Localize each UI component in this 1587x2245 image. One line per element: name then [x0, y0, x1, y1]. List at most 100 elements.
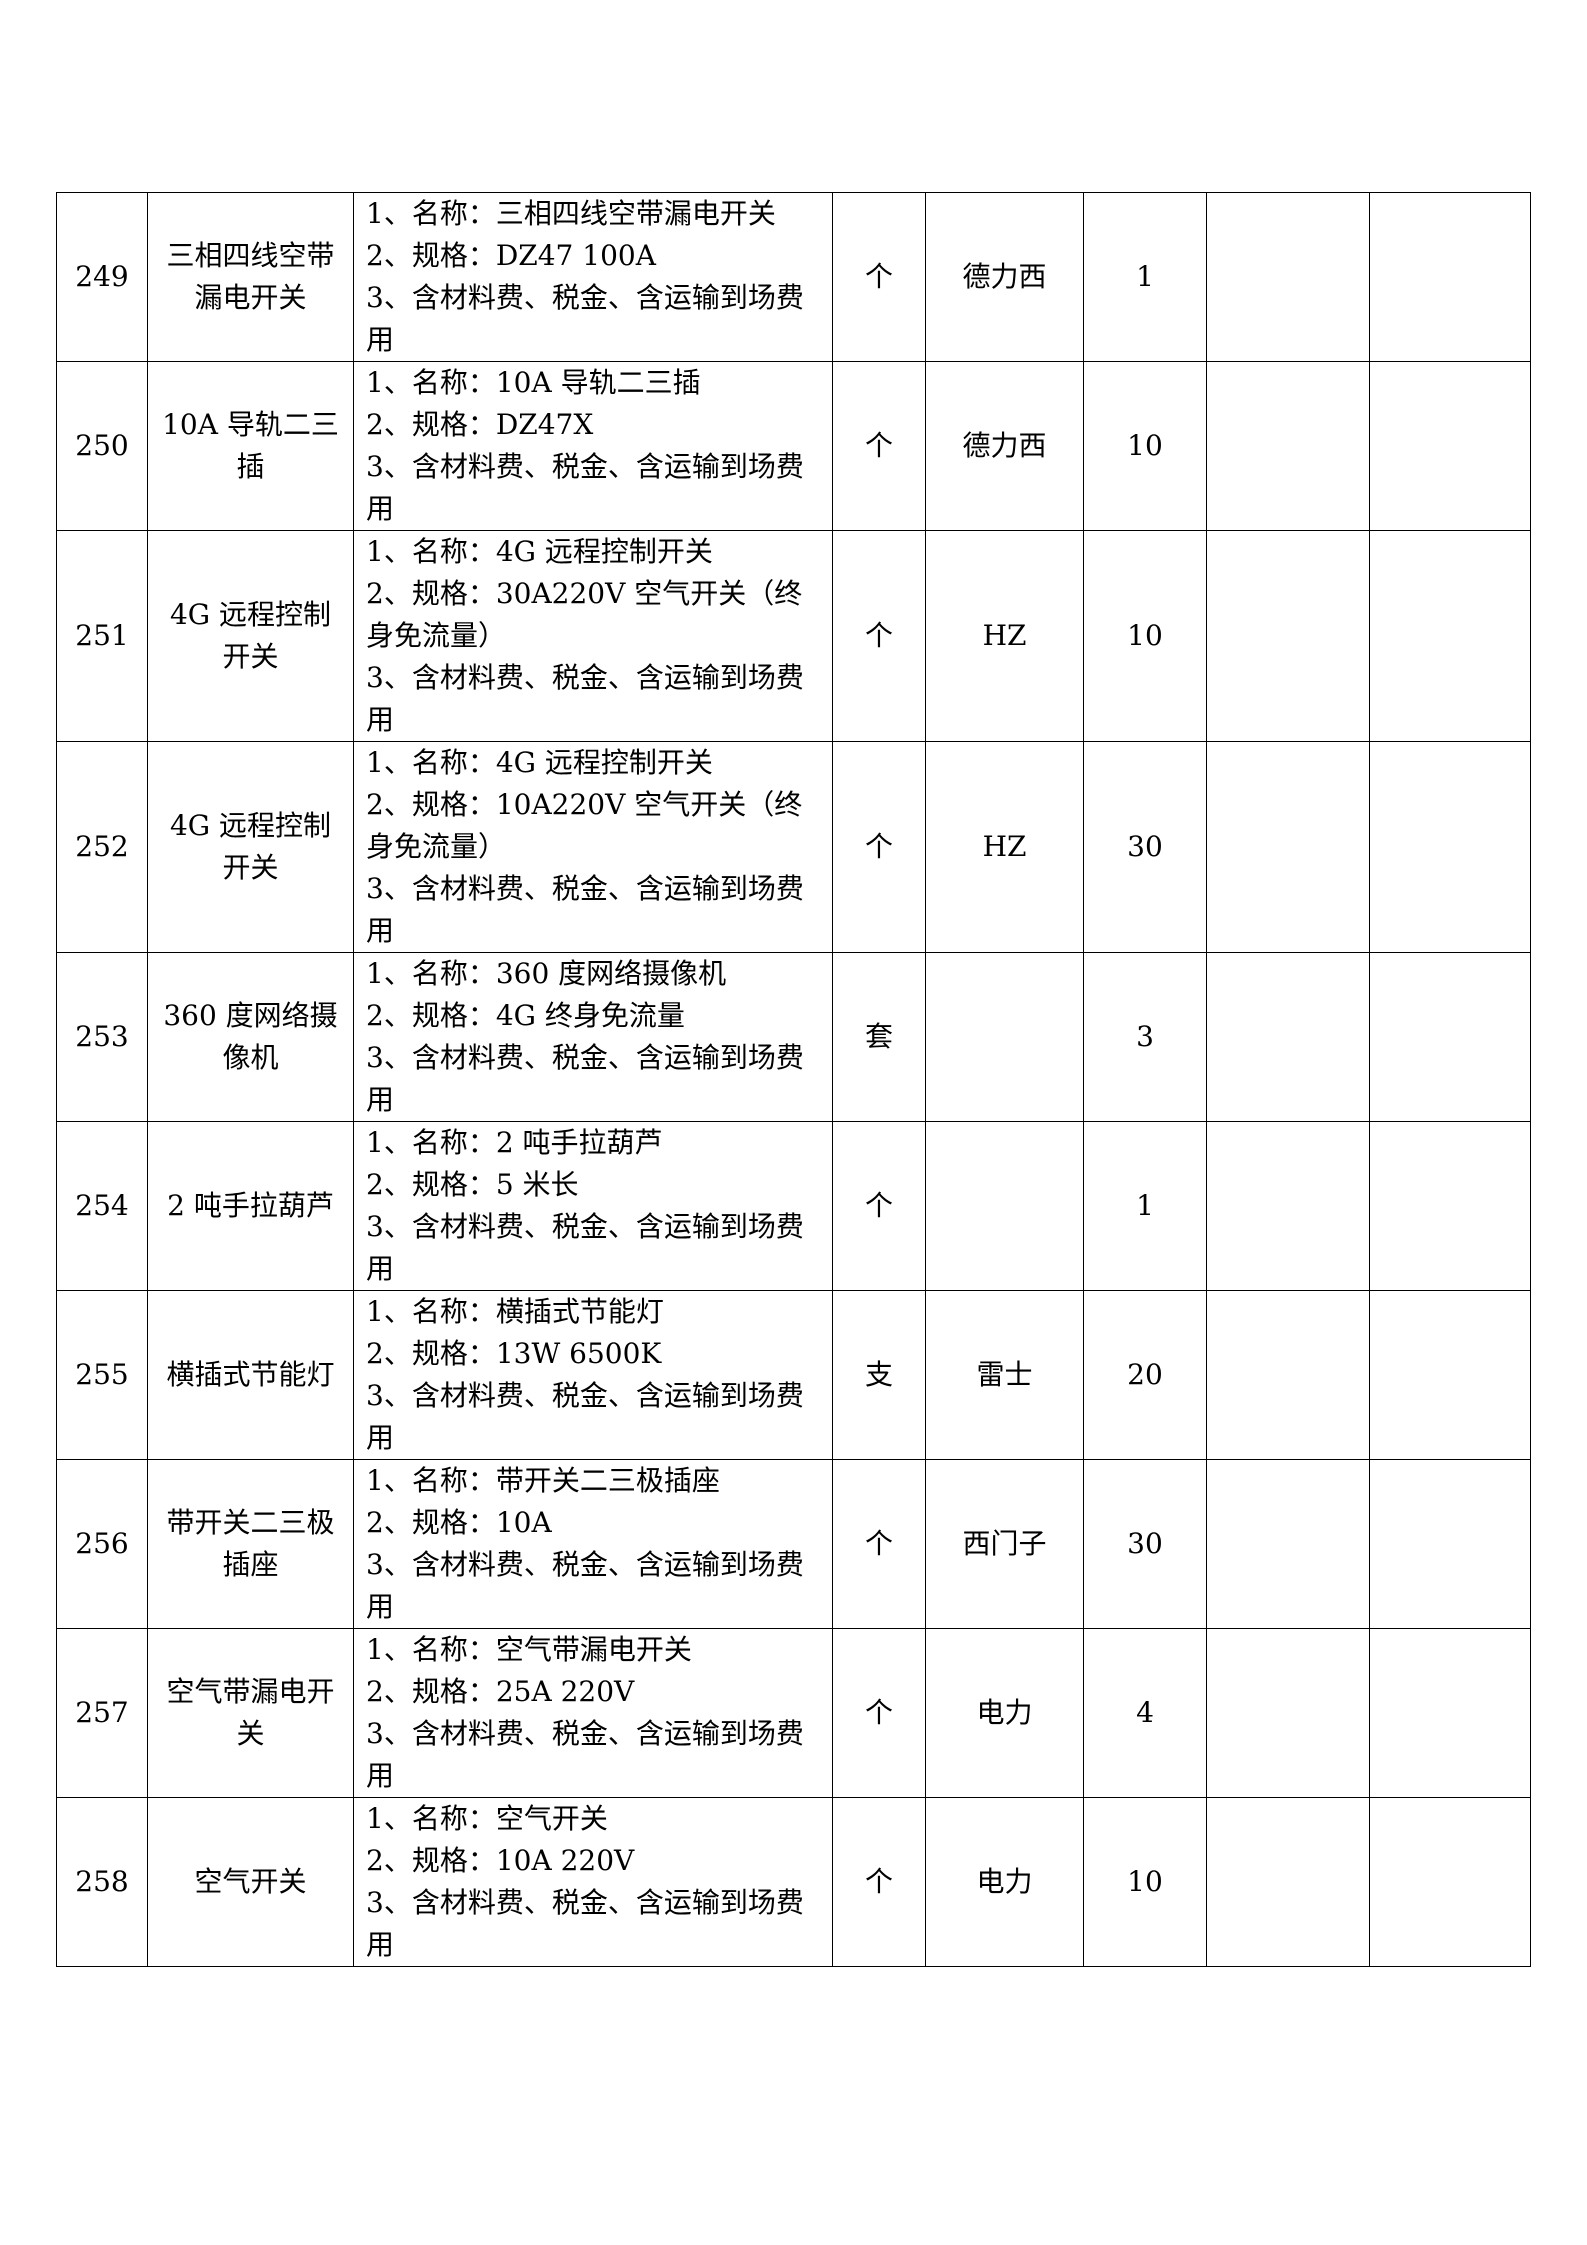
item-unit: 个	[832, 192, 926, 362]
item-unit: 支	[832, 1290, 926, 1460]
description-line: 2、规格：10A	[366, 1506, 552, 1539]
description-line: 1、名称：10A 导轨二三插	[366, 366, 701, 399]
item-quantity: 10	[1083, 1797, 1207, 1967]
item-unit: 个	[832, 530, 926, 742]
item-name: 带开关二三极插座	[147, 1459, 354, 1629]
item-name: 三相四线空带漏电开关	[147, 192, 354, 362]
item-name: 360 度网络摄像机	[147, 952, 354, 1122]
item-name: 空气带漏电开关	[147, 1628, 354, 1798]
item-description: 1、名称：空气带漏电开关 2、规格：25A 220V 3、含材料费、税金、含运输到场…	[353, 1628, 833, 1798]
item-description: 1、名称：360 度网络摄像机 2、规格：4G 终身免流量 3、含材料费、税金、含运…	[353, 952, 833, 1122]
item-number: 255	[56, 1290, 148, 1460]
item-number: 249	[56, 192, 148, 362]
item-unit: 个	[832, 361, 926, 531]
item-total	[1369, 952, 1531, 1122]
description-line: 2、规格：4G 终身免流量	[366, 999, 685, 1032]
item-name: 4G 远程控制开关	[147, 741, 354, 953]
item-quantity: 3	[1083, 952, 1207, 1122]
table-row: 258 空气开关 1、名称：空气开关 2、规格：10A 220V 3、含材料费、税金、含…	[56, 1797, 1531, 1967]
item-total	[1369, 530, 1531, 742]
table-row: 249 三相四线空带漏电开关 1、名称：三相四线空带漏电开关 2、规格：DZ47 10…	[56, 192, 1531, 362]
item-description: 1、名称：带开关二三极插座 2、规格：10A 3、含材料费、税金、含运输到场费用	[353, 1459, 833, 1629]
description-line: 2、规格：DZ47 100A	[366, 239, 656, 272]
item-number: 258	[56, 1797, 148, 1967]
table-row: 254 2 吨手拉葫芦 1、名称：2 吨手拉葫芦 2、规格：5 米长 3、含材料费、税金…	[56, 1121, 1531, 1291]
description-line: 3、含材料费、税金、含运输到场费用	[366, 450, 804, 525]
description-line: 1、名称：空气开关	[366, 1802, 608, 1835]
description-line: 3、含材料费、税金、含运输到场费用	[366, 1717, 804, 1792]
item-total	[1369, 192, 1531, 362]
item-unit: 套	[832, 952, 926, 1122]
item-total	[1369, 361, 1531, 531]
item-description: 1、名称：10A 导轨二三插 2、规格：DZ47X 3、含材料费、税金、含运输到场费…	[353, 361, 833, 531]
items-table: 249 三相四线空带漏电开关 1、名称：三相四线空带漏电开关 2、规格：DZ47 10…	[56, 192, 1531, 1967]
description-line: 1、名称：2 吨手拉葫芦	[366, 1126, 663, 1159]
description-line: 3、含材料费、税金、含运输到场费用	[366, 1886, 804, 1961]
item-brand: 德力西	[925, 192, 1084, 362]
item-quantity: 4	[1083, 1628, 1207, 1798]
table-row: 250 10A 导轨二三插 1、名称：10A 导轨二三插 2、规格：DZ47X 3、含材…	[56, 361, 1531, 531]
item-description: 1、名称：4G 远程控制开关 2、规格：10A220V 空气开关（终身免流量） 3、…	[353, 741, 833, 953]
table-row: 255 横插式节能灯 1、名称：横插式节能灯 2、规格：13W 6500K 3、含材料费…	[56, 1290, 1531, 1460]
description-line: 2、规格：25A 220V	[366, 1675, 635, 1708]
description-line: 3、含材料费、税金、含运输到场费用	[366, 661, 804, 736]
description-line: 3、含材料费、税金、含运输到场费用	[366, 1379, 804, 1454]
item-unit: 个	[832, 1628, 926, 1798]
item-unit-price	[1206, 1797, 1370, 1967]
item-brand: 西门子	[925, 1459, 1084, 1629]
item-name: 横插式节能灯	[147, 1290, 354, 1460]
item-description: 1、名称：2 吨手拉葫芦 2、规格：5 米长 3、含材料费、税金、含运输到场费用	[353, 1121, 833, 1291]
description-line: 2、规格：13W 6500K	[366, 1337, 662, 1370]
description-line: 1、名称：4G 远程控制开关	[366, 746, 713, 779]
item-brand: 电力	[925, 1628, 1084, 1798]
item-total	[1369, 1290, 1531, 1460]
description-line: 1、名称：360 度网络摄像机	[366, 957, 727, 990]
item-quantity: 30	[1083, 1459, 1207, 1629]
item-number: 257	[56, 1628, 148, 1798]
item-unit: 个	[832, 1459, 926, 1629]
description-line: 3、含材料费、税金、含运输到场费用	[366, 1548, 804, 1623]
description-line: 2、规格：10A220V 空气开关（终身免流量）	[366, 788, 803, 863]
description-line: 3、含材料费、税金、含运输到场费用	[366, 872, 804, 947]
item-unit-price	[1206, 952, 1370, 1122]
description-line: 2、规格：DZ47X	[366, 408, 594, 441]
item-description: 1、名称：三相四线空带漏电开关 2、规格：DZ47 100A 3、含材料费、税金、含…	[353, 192, 833, 362]
description-line: 1、名称：三相四线空带漏电开关	[366, 197, 776, 230]
item-quantity: 10	[1083, 530, 1207, 742]
item-total	[1369, 1121, 1531, 1291]
item-description: 1、名称：横插式节能灯 2、规格：13W 6500K 3、含材料费、税金、含运输到场…	[353, 1290, 833, 1460]
item-unit: 个	[832, 741, 926, 953]
table-row: 252 4G 远程控制开关 1、名称：4G 远程控制开关 2、规格：10A220V 空…	[56, 741, 1531, 953]
item-unit-price	[1206, 530, 1370, 742]
item-number: 251	[56, 530, 148, 742]
item-name: 4G 远程控制开关	[147, 530, 354, 742]
description-line: 2、规格：5 米长	[366, 1168, 579, 1201]
item-number: 252	[56, 741, 148, 953]
description-line: 3、含材料费、税金、含运输到场费用	[366, 281, 804, 356]
description-line: 3、含材料费、税金、含运输到场费用	[366, 1041, 804, 1116]
item-description: 1、名称：空气开关 2、规格：10A 220V 3、含材料费、税金、含运输到场费用	[353, 1797, 833, 1967]
item-unit-price	[1206, 741, 1370, 953]
item-brand	[925, 952, 1084, 1122]
item-brand: HZ	[925, 530, 1084, 742]
item-name: 10A 导轨二三插	[147, 361, 354, 531]
item-unit-price	[1206, 361, 1370, 531]
table-row: 251 4G 远程控制开关 1、名称：4G 远程控制开关 2、规格：30A220V 空…	[56, 530, 1531, 742]
item-unit: 个	[832, 1797, 926, 1967]
item-brand: 电力	[925, 1797, 1084, 1967]
table-row: 257 空气带漏电开关 1、名称：空气带漏电开关 2、规格：25A 220V 3、含材料…	[56, 1628, 1531, 1798]
item-name: 2 吨手拉葫芦	[147, 1121, 354, 1291]
item-brand: HZ	[925, 741, 1084, 953]
item-unit-price	[1206, 192, 1370, 362]
item-quantity: 10	[1083, 361, 1207, 531]
description-line: 1、名称：横插式节能灯	[366, 1295, 664, 1328]
item-brand	[925, 1121, 1084, 1291]
item-number: 256	[56, 1459, 148, 1629]
item-description: 1、名称：4G 远程控制开关 2、规格：30A220V 空气开关（终身免流量） 3、…	[353, 530, 833, 742]
item-number: 250	[56, 361, 148, 531]
description-line: 1、名称：带开关二三极插座	[366, 1464, 720, 1497]
item-total	[1369, 1628, 1531, 1798]
item-total	[1369, 1797, 1531, 1967]
item-unit: 个	[832, 1121, 926, 1291]
item-brand: 德力西	[925, 361, 1084, 531]
